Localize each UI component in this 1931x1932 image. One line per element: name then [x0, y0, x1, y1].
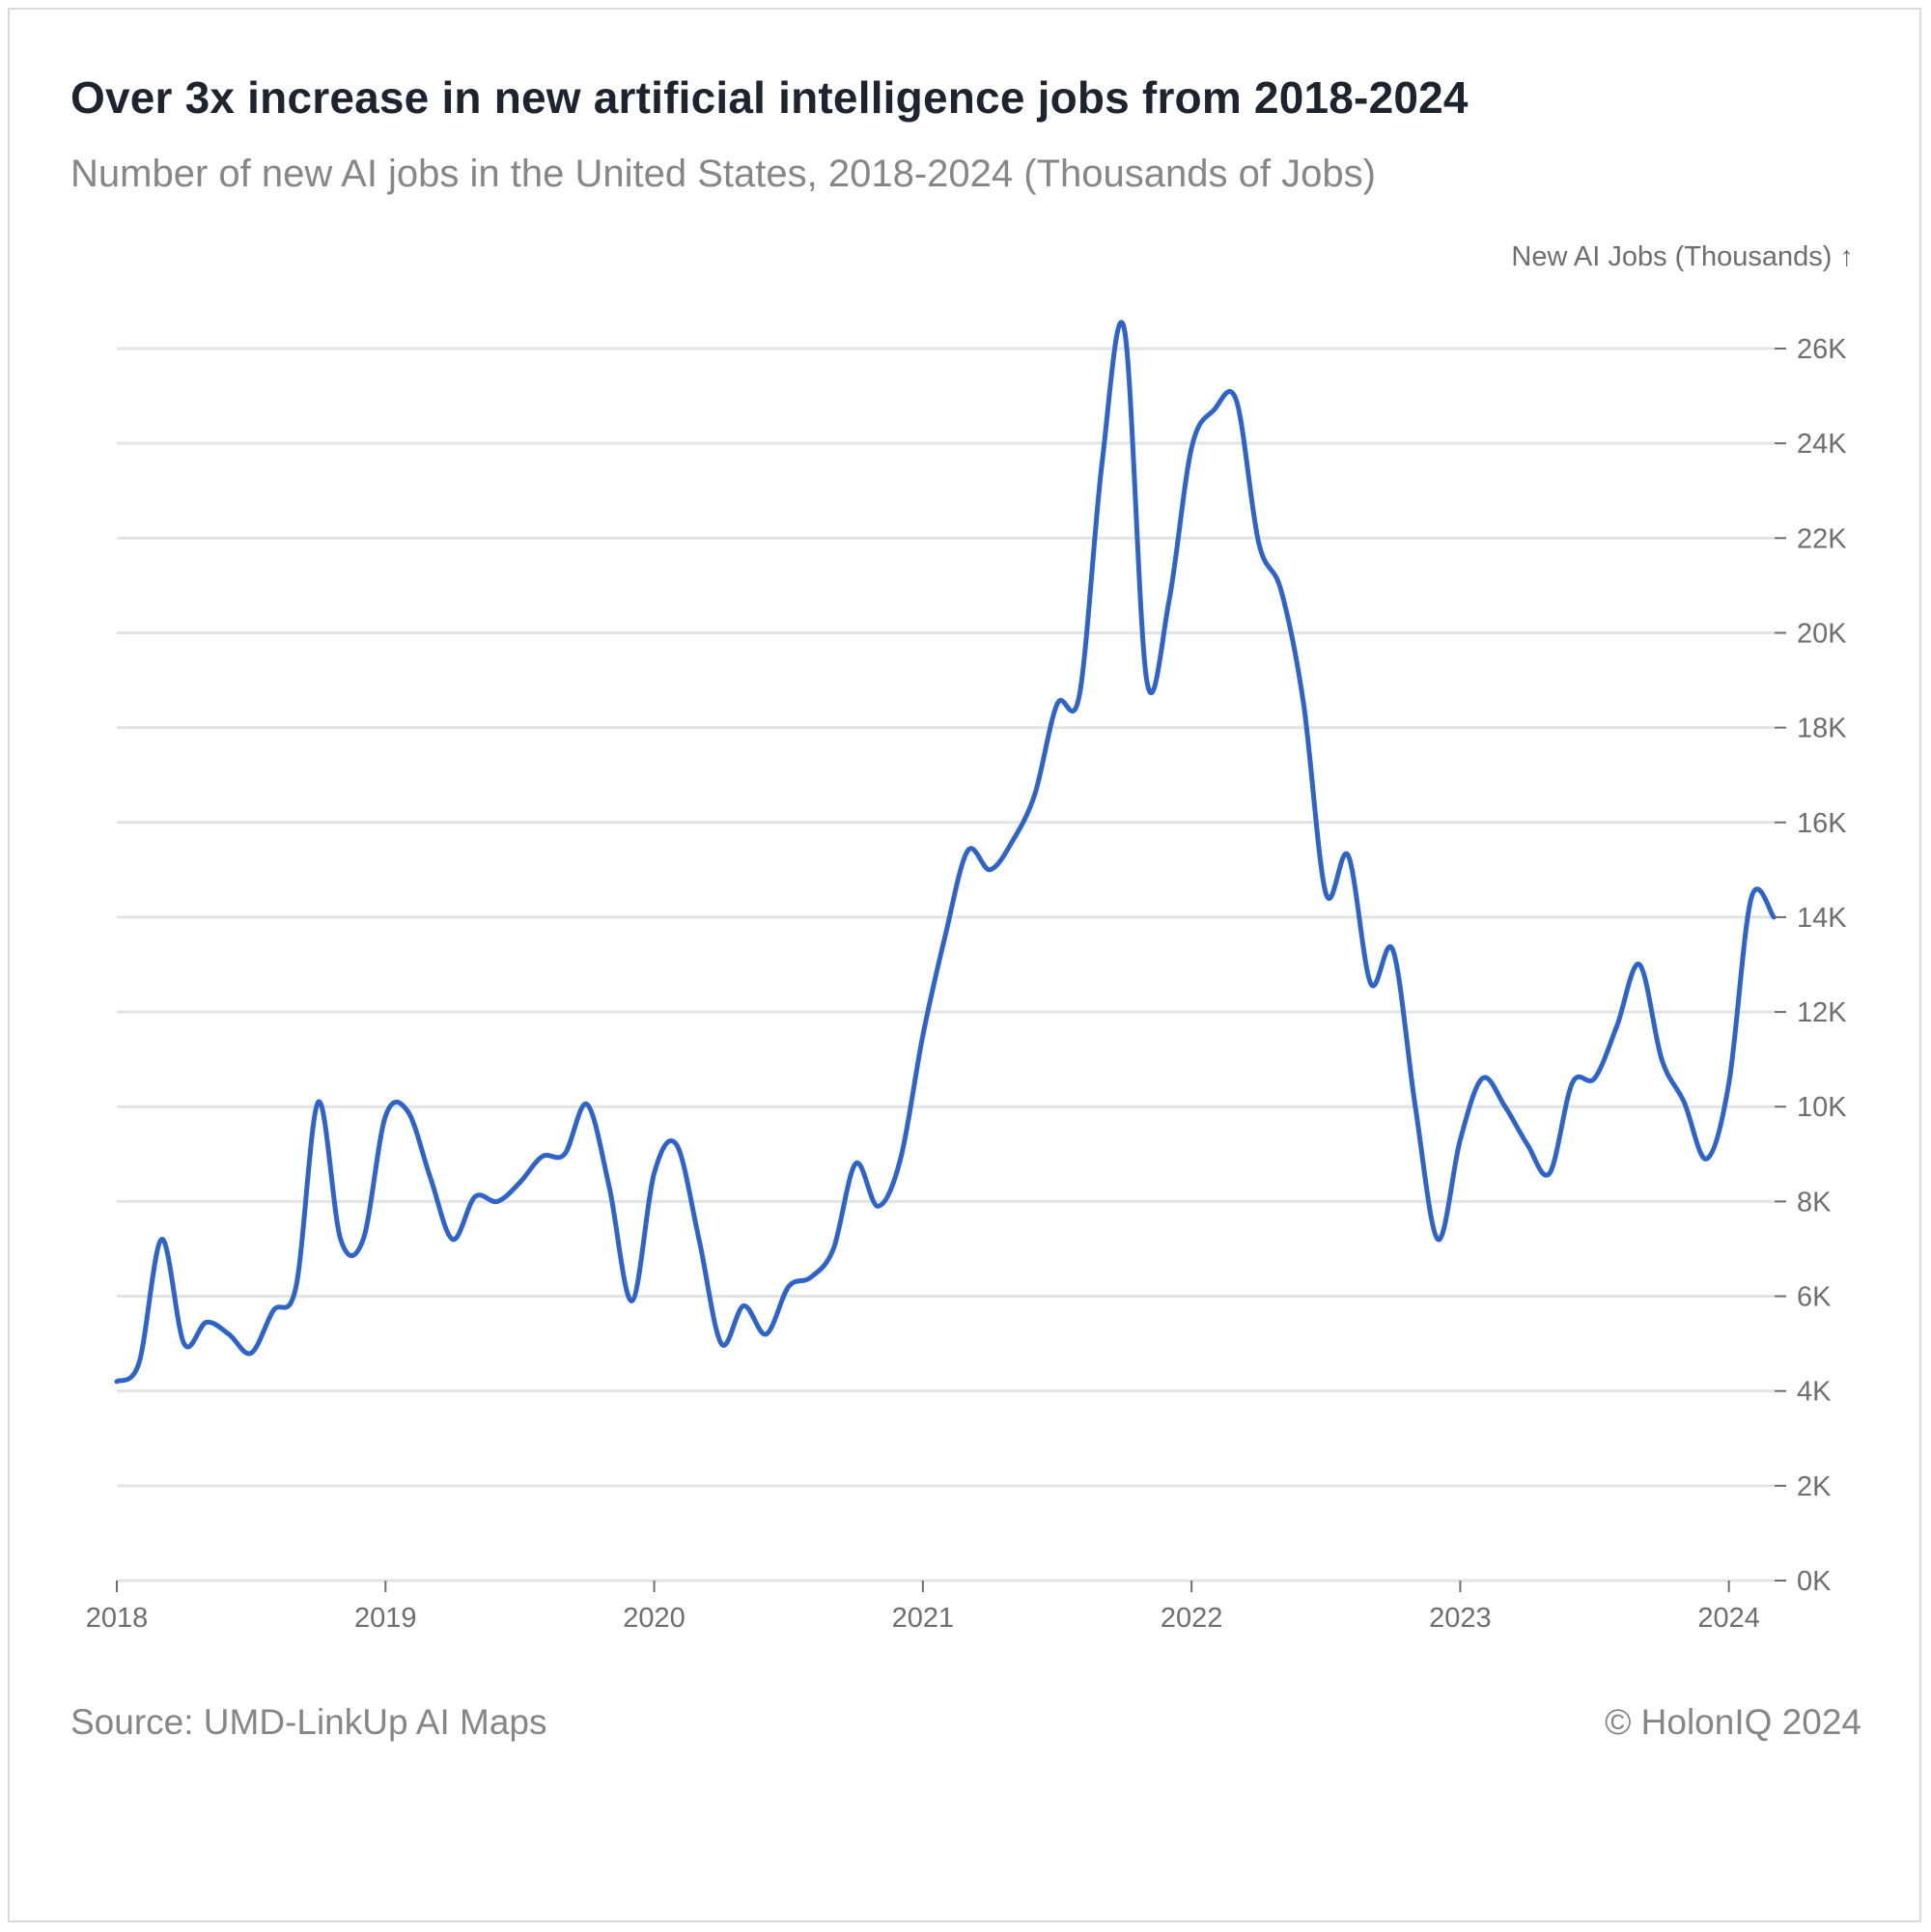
x-tick-label: 2023 [1429, 1603, 1492, 1634]
x-axis: 2018 2019 2020 2021 2022 2023 2024 [86, 1581, 1760, 1634]
series [114, 320, 1777, 1385]
x-tick-label: 2019 [354, 1603, 417, 1634]
y-tick-label: 22K [1797, 523, 1847, 554]
grid-lines [117, 347, 1775, 1582]
y-tick-label: 6K [1797, 1282, 1832, 1313]
x-tick-label: 2018 [86, 1603, 149, 1634]
y-tick-label: 16K [1797, 808, 1847, 839]
y-tick-label: 20K [1797, 618, 1847, 649]
y-tick-label: 0K [1797, 1566, 1832, 1597]
x-tick-label: 2020 [623, 1603, 686, 1634]
y-axis: 0K 2K 4K 6K 8K 10K 12K 14K 16K 18K 20K 22K 24K 26K [1775, 334, 1847, 1597]
x-tick-label: 2024 [1697, 1603, 1760, 1634]
y-tick-label: 4K [1797, 1377, 1832, 1408]
y-tick-label: 2K [1797, 1471, 1832, 1502]
series-line [114, 320, 1777, 1385]
x-tick-label: 2022 [1161, 1603, 1223, 1634]
x-tick-label: 2021 [892, 1603, 955, 1634]
y-tick-label: 12K [1797, 997, 1847, 1028]
y-tick-label: 26K [1797, 334, 1847, 365]
chart-title: Over 3x increase in new artificial intel… [70, 72, 1469, 123]
chart-subtitle: Number of new AI jobs in the United Stat… [70, 153, 1376, 195]
y-axis-title: New AI Jobs (Thousands) ↑ [1511, 241, 1854, 272]
copyright-note: © HolonIQ 2024 [1605, 1702, 1861, 1742]
y-tick-label: 14K [1797, 903, 1847, 934]
y-tick-label: 10K [1797, 1092, 1847, 1123]
y-tick-label: 8K [1797, 1187, 1832, 1218]
y-tick-label: 18K [1797, 714, 1847, 744]
source-note: Source: UMD-LinkUp AI Maps [70, 1702, 547, 1742]
chart-frame [8, 8, 1921, 1922]
y-tick-label: 24K [1797, 429, 1847, 460]
